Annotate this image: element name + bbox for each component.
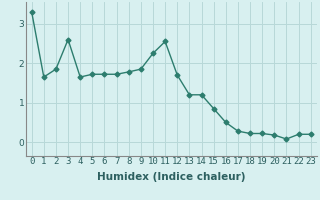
X-axis label: Humidex (Indice chaleur): Humidex (Indice chaleur) <box>97 172 245 182</box>
